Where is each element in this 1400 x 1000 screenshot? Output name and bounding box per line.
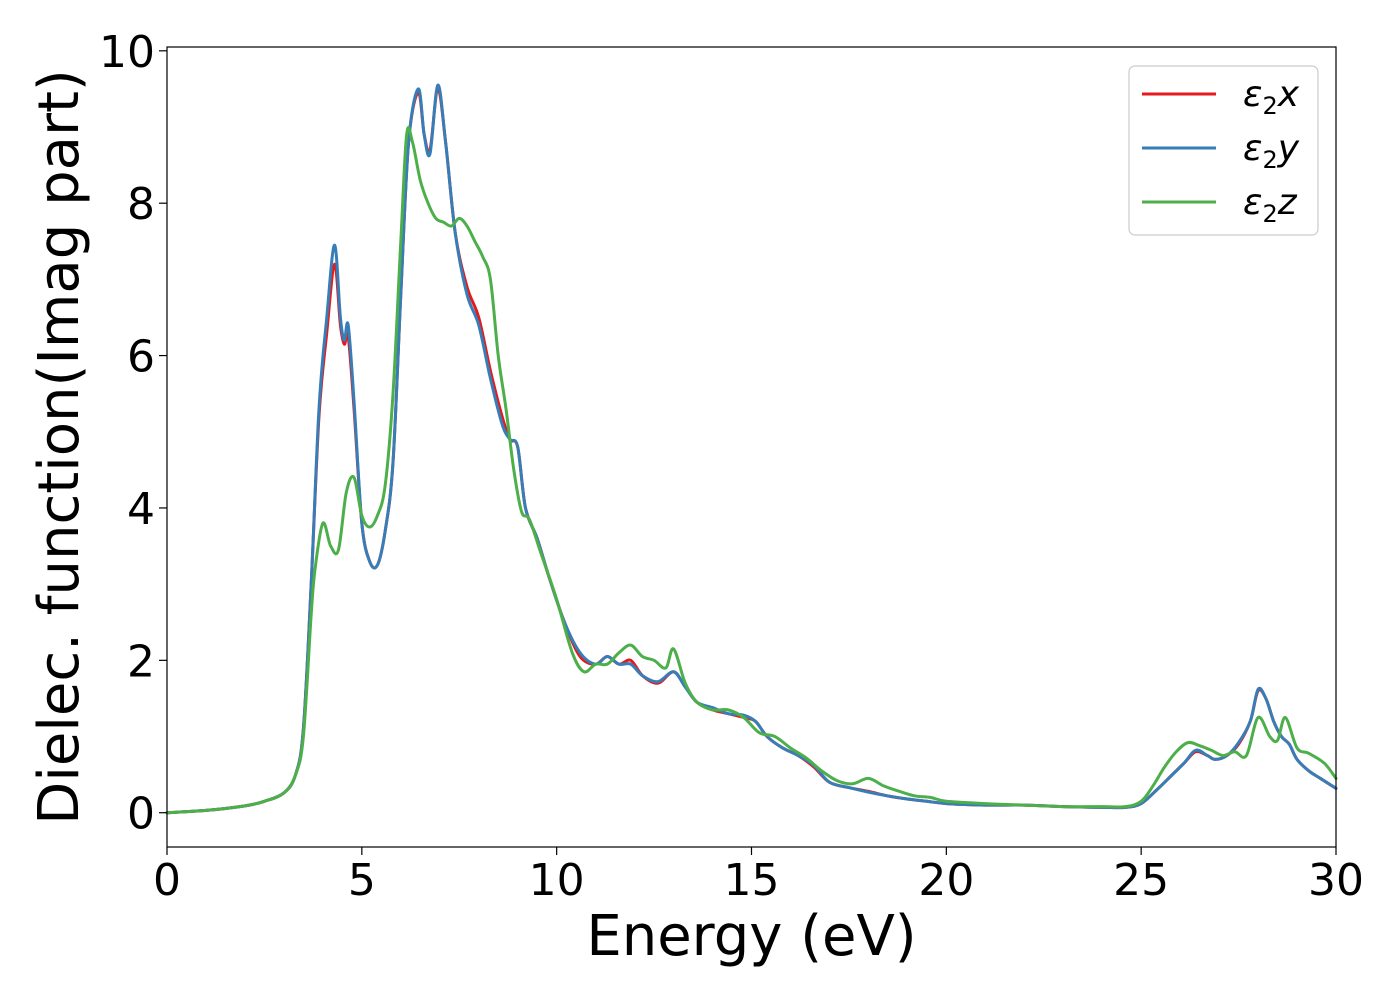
legend-subscript: 2 [1262, 92, 1277, 120]
y-tick-label: 4 [127, 484, 155, 535]
legend-epsilon: ε [1243, 182, 1262, 223]
legend-subscript: 2 [1262, 146, 1277, 174]
y-tick-label: 0 [127, 789, 155, 840]
y-axis: 0 2 4 6 8 10 [99, 27, 167, 840]
legend-epsilon: ε [1243, 74, 1262, 115]
plot-lines [165, 83, 1338, 815]
x-tick-label: 30 [1308, 855, 1364, 906]
x-tick-label: 0 [153, 855, 181, 906]
series-line-z [165, 126, 1338, 815]
y-tick-label: 8 [127, 179, 155, 230]
x-tick-label: 10 [529, 855, 585, 906]
x-tick-label: 5 [348, 855, 376, 906]
y-axis-title: Dielec. function(Imag part) [27, 69, 92, 825]
legend-variable: z [1277, 182, 1298, 223]
legend-label-x: ε2x [1243, 74, 1300, 120]
series-line-y [165, 83, 1338, 815]
y-tick-label: 6 [127, 332, 155, 383]
x-axis-title: Energy (eV) [586, 904, 916, 969]
y-tick-label: 2 [127, 636, 155, 687]
x-axis: 0 5 10 15 20 25 30 [153, 847, 1364, 906]
x-tick-label: 20 [918, 855, 974, 906]
x-tick-label: 15 [724, 855, 780, 906]
legend-variable: y [1277, 128, 1300, 169]
legend-box [1128, 65, 1319, 236]
legend-label-z: ε2z [1243, 182, 1298, 228]
legend-epsilon: ε [1243, 128, 1262, 169]
legend-label-y: ε2y [1243, 128, 1300, 174]
legend-subscript: 2 [1262, 200, 1277, 228]
x-tick-label: 25 [1113, 855, 1169, 906]
y-tick-label: 10 [99, 27, 155, 78]
legend-variable: x [1277, 74, 1300, 115]
